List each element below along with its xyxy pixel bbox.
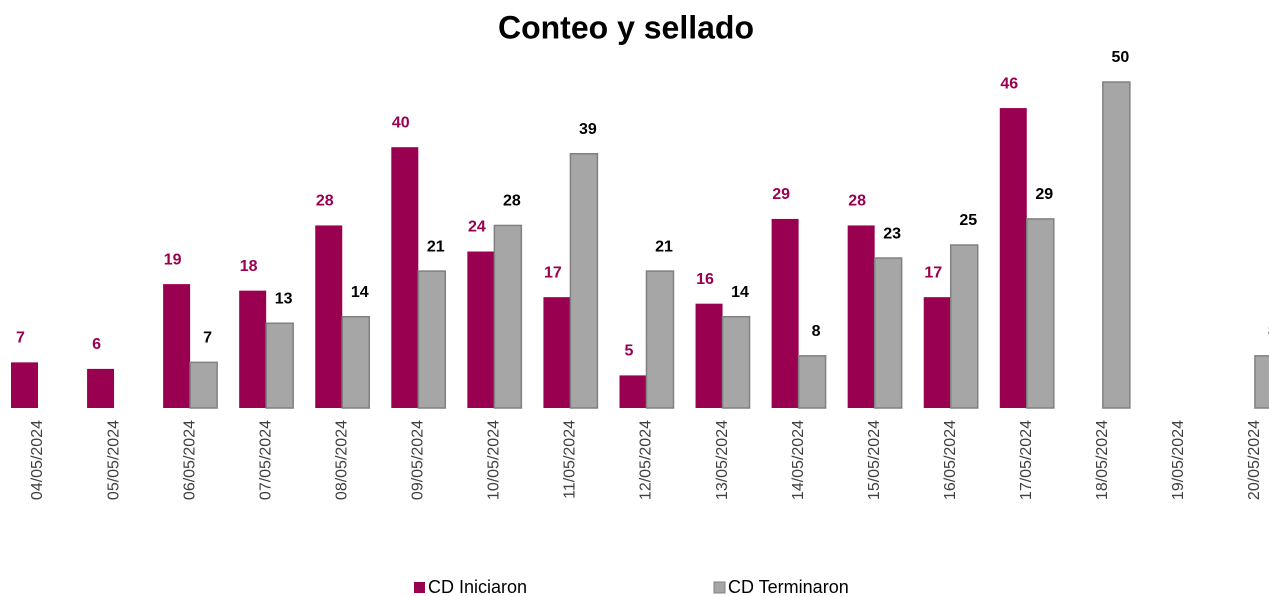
x-tick-label: 06/05/2024 <box>181 420 198 500</box>
x-tick-label: 07/05/2024 <box>257 420 274 500</box>
data-label: 40 <box>392 114 410 131</box>
x-tick-label: 10/05/2024 <box>486 420 503 500</box>
x-tick-label: 17/05/2024 <box>1018 420 1035 500</box>
data-label: 28 <box>316 193 334 210</box>
bar <box>11 362 38 408</box>
data-label: 28 <box>503 193 521 210</box>
bar <box>493 224 523 409</box>
data-label: 19 <box>164 251 182 268</box>
data-label: 17 <box>544 264 562 281</box>
bar <box>239 290 267 408</box>
bar <box>543 297 571 408</box>
bar <box>163 284 191 408</box>
bar <box>265 322 294 409</box>
bar <box>341 315 370 409</box>
x-tick-label: 08/05/2024 <box>333 420 350 500</box>
bar <box>999 108 1027 408</box>
x-tick-label: 20/05/2024 <box>1246 420 1263 500</box>
bar <box>797 355 827 409</box>
data-label: 14 <box>731 284 749 301</box>
legend-swatch <box>713 581 726 594</box>
data-label: 23 <box>883 225 901 242</box>
data-label: 25 <box>959 212 977 229</box>
x-tick-label: 16/05/2024 <box>942 420 959 500</box>
bar <box>847 225 875 408</box>
chart-title: Conteo y sellado <box>498 9 754 45</box>
bar <box>771 218 799 408</box>
data-label: 5 <box>625 343 634 360</box>
data-label: 28 <box>848 193 866 210</box>
bar <box>949 244 979 409</box>
bar <box>417 270 447 409</box>
data-label: 39 <box>579 121 597 138</box>
bar <box>467 251 495 408</box>
bar <box>721 315 751 409</box>
bar <box>87 368 115 408</box>
bar <box>873 257 903 409</box>
data-label: 8 <box>812 323 821 340</box>
data-label: 6 <box>92 336 101 353</box>
bar <box>923 297 951 408</box>
x-tick-label: 14/05/2024 <box>790 420 807 500</box>
data-label: 13 <box>275 290 293 307</box>
bar <box>1102 81 1131 409</box>
data-label: 29 <box>1035 186 1053 203</box>
legend-label: CD Iniciaron <box>428 577 527 596</box>
x-tick-label: 05/05/2024 <box>105 420 122 500</box>
data-label: 7 <box>16 330 25 347</box>
bar <box>391 147 419 408</box>
data-label: 50 <box>1111 49 1129 66</box>
x-tick-label: 09/05/2024 <box>410 420 427 500</box>
bar <box>315 225 343 408</box>
x-tick-label: 19/05/2024 <box>1170 420 1187 500</box>
data-label: 7 <box>203 330 212 347</box>
bar <box>189 361 218 409</box>
x-tick-label: 04/05/2024 <box>29 420 46 500</box>
data-label: 21 <box>655 238 673 255</box>
data-label: 14 <box>351 284 369 301</box>
bar <box>695 303 723 408</box>
data-label: 18 <box>240 258 258 275</box>
x-tick-label: 11/05/2024 <box>562 420 579 499</box>
x-tick-label: 18/05/2024 <box>1094 420 1111 500</box>
x-tick-label: 15/05/2024 <box>866 420 883 500</box>
legend-label: CD Terminaron <box>728 577 849 596</box>
bar <box>1254 355 1269 409</box>
data-label: 16 <box>696 271 714 288</box>
data-label: 17 <box>924 264 942 281</box>
data-label: 29 <box>772 186 790 203</box>
bar <box>1026 218 1055 409</box>
legend-swatch <box>414 582 425 593</box>
x-tick-label: 13/05/2024 <box>714 420 731 500</box>
x-tick-label: 12/05/2024 <box>638 420 655 500</box>
data-label: 46 <box>1000 75 1018 92</box>
data-label: 24 <box>468 219 486 236</box>
bar <box>619 375 647 408</box>
data-label: 21 <box>427 238 445 255</box>
bar <box>645 270 675 409</box>
bar <box>569 152 599 409</box>
